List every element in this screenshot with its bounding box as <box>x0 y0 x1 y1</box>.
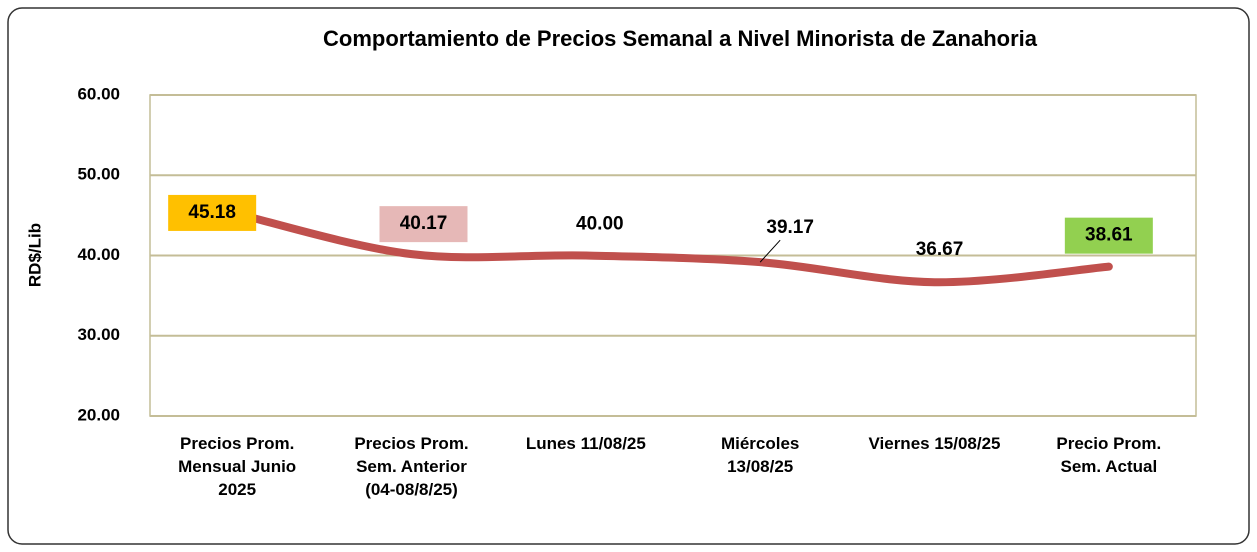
y-tick-label: 30.00 <box>77 325 120 344</box>
y-tick-label: 20.00 <box>77 405 120 424</box>
y-axis-label: RD$/Lib <box>25 223 44 287</box>
data-label-background <box>379 206 468 243</box>
x-tick-label: Precio Prom. Sem. Actual <box>1056 434 1162 476</box>
data-line <box>233 209 1113 287</box>
x-tick-label: Viernes 15/08/25 <box>868 434 1001 453</box>
x-tick-label: Precios Prom. Sem. Anterior (04-08/8/25) <box>354 434 469 499</box>
data-label: 40.17 <box>400 213 448 234</box>
x-tick-label: Precios Prom. Mensual Junio 2025 <box>178 434 297 499</box>
data-label-background <box>168 194 257 231</box>
data-label: 39.17 <box>766 217 814 238</box>
data-label: 38.61 <box>1085 225 1133 246</box>
chart-title: Comportamiento de Precios Semanal a Nive… <box>323 26 1038 51</box>
data-label: 36.67 <box>916 239 964 260</box>
chart-border <box>7 7 1250 545</box>
x-tick-label: Miércoles 13/08/25 <box>720 434 800 476</box>
y-tick-label: 40.00 <box>77 245 120 264</box>
data-label: 45.18 <box>188 202 236 223</box>
data-label: 40.00 <box>576 214 624 235</box>
leader-line <box>759 239 781 263</box>
x-tick-label: Lunes 11/08/25 <box>525 434 646 453</box>
plot-border <box>149 94 1197 417</box>
y-tick-label: 50.00 <box>77 165 120 184</box>
data-label-background <box>1064 217 1153 254</box>
y-tick-label: 60.00 <box>77 84 120 103</box>
